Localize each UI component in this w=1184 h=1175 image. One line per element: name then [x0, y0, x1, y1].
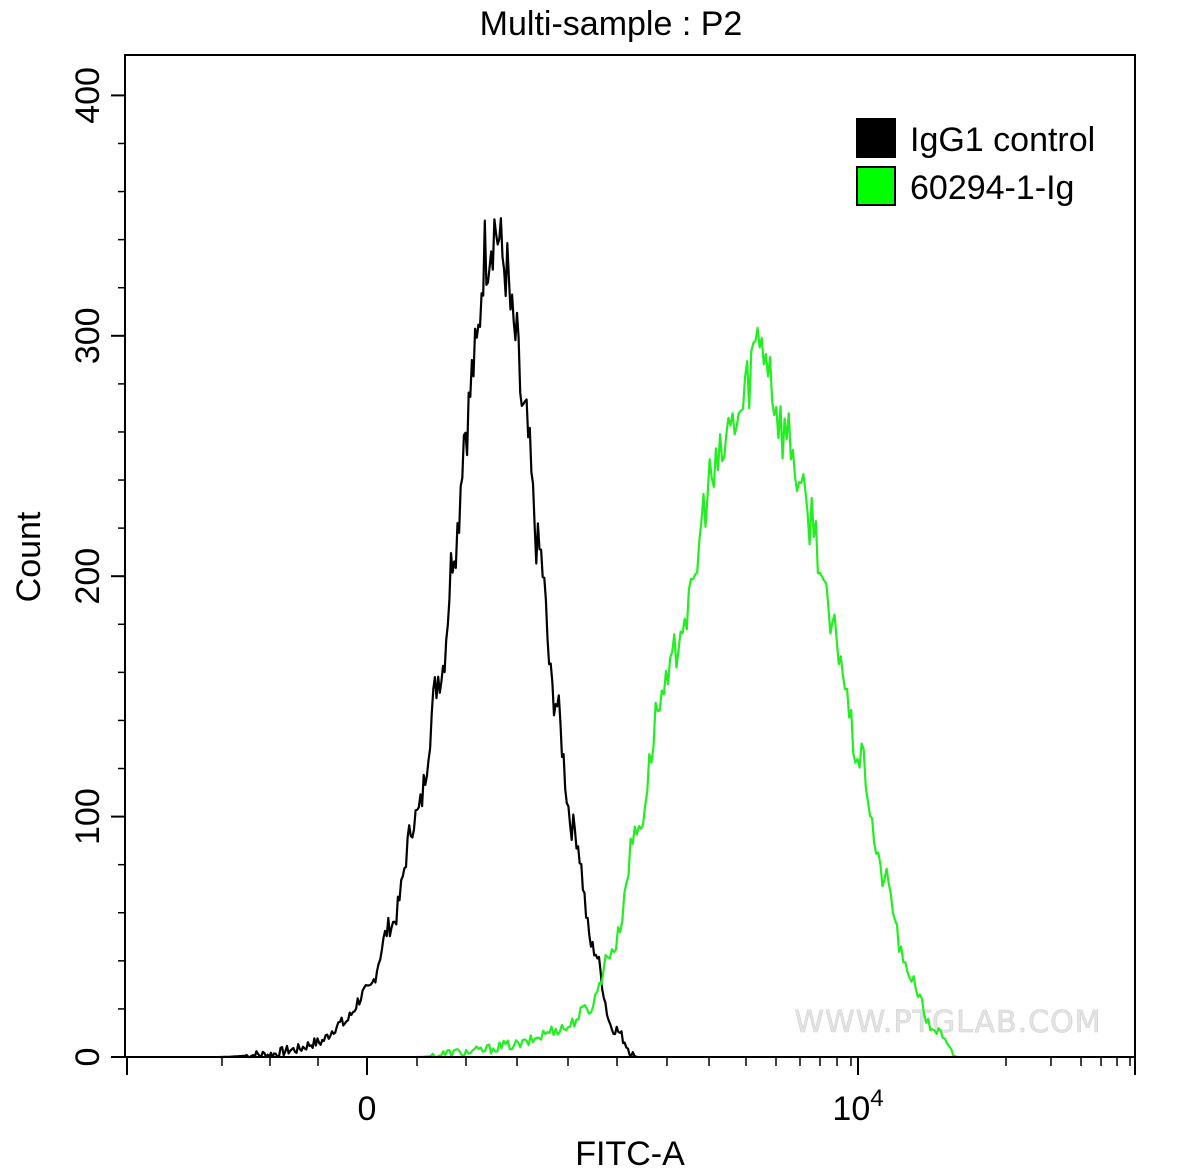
y-tick-label: 0	[69, 1048, 107, 1067]
y-tick-label: 200	[69, 548, 107, 605]
y-axis: 0 100 200 300 400	[69, 67, 125, 1066]
y-tick-label: 100	[69, 788, 107, 845]
plot-frame	[124, 54, 1136, 1058]
x-axis: 0 104	[126, 1057, 1136, 1128]
y-tick-label: 300	[69, 307, 107, 364]
legend-swatch-igg1-control	[856, 118, 896, 158]
x-axis-label: FITC-A	[575, 1135, 685, 1173]
y-axis-label: Count	[10, 511, 48, 602]
chart-title: Multi-sample : P2	[480, 5, 743, 43]
legend-swatch-60294-1-ig	[856, 166, 896, 206]
x-tick-label-10-4: 104	[832, 1085, 883, 1128]
legend: IgG1 control 60294-1-Ig	[856, 118, 1095, 207]
series-layer	[219, 217, 958, 1059]
watermark: WWW.PTGLAB.COM	[794, 1005, 1101, 1040]
series-line-60294-1-ig	[416, 326, 958, 1059]
series-line-igg1-control	[219, 217, 638, 1059]
legend-label-igg1-control: IgG1 control	[910, 121, 1095, 159]
x-tick-label-0: 0	[358, 1090, 377, 1128]
y-tick-label: 400	[69, 67, 107, 124]
legend-label-60294-1-ig: 60294-1-Ig	[910, 169, 1074, 207]
